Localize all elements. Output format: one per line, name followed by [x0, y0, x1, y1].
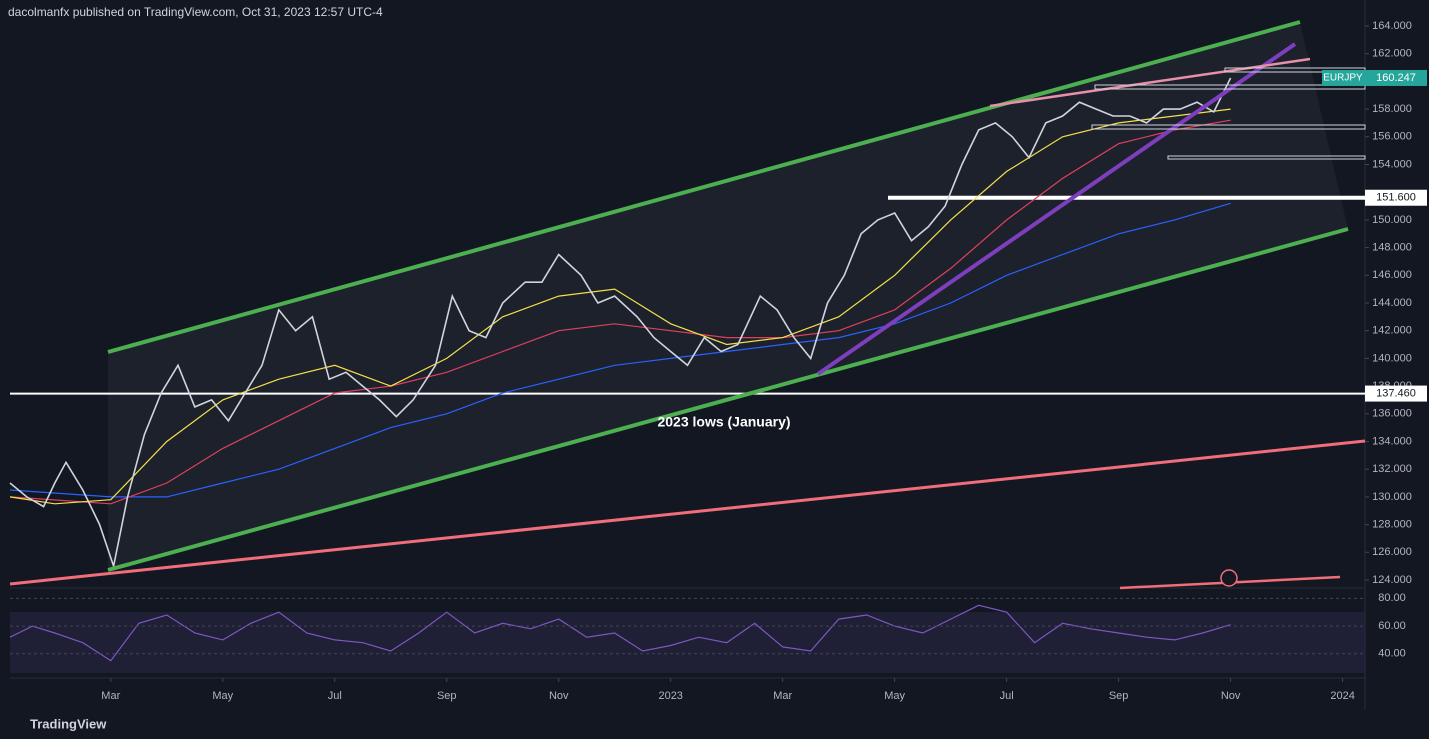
rsi-band: [10, 612, 1365, 673]
x-tick-label: Mar: [773, 690, 792, 702]
symbol-label: EURJPY: [1323, 73, 1363, 84]
rsi-tick-label: 80.00: [1378, 592, 1406, 604]
rsi-tick-label: 60.00: [1378, 620, 1406, 632]
level-label: 151.600: [1376, 192, 1416, 204]
alert-icon[interactable]: [1220, 569, 1238, 587]
footer: TradingView: [30, 716, 107, 731]
header: dacolmanfx published on TradingView.com,…: [8, 5, 383, 19]
y-tick-label: 156.000: [1372, 131, 1412, 143]
y-tick-label: 164.000: [1372, 20, 1412, 32]
plot: [9, 77, 1365, 662]
moving-average: [9, 202, 1231, 498]
y-tick-label: 142.000: [1372, 325, 1412, 337]
range-box: [1091, 124, 1366, 130]
x-tick-label: Nov: [549, 690, 569, 702]
channel-fill: [108, 22, 1348, 570]
x-tick-label: Jul: [1000, 690, 1014, 702]
y-tick-label: 162.000: [1372, 48, 1412, 60]
channel-top: [107, 20, 1301, 354]
y-tick-label: 136.000: [1372, 408, 1412, 420]
x-tick-label: May: [884, 690, 905, 702]
y-tick-label: 158.000: [1372, 103, 1412, 115]
moving-average: [9, 119, 1231, 505]
trendline: [9, 439, 1366, 586]
price-line: [9, 77, 1232, 570]
y-tick-label: 128.000: [1372, 519, 1412, 531]
y-tick-label: 130.000: [1372, 491, 1412, 503]
level-tag: [1365, 385, 1427, 402]
x-tick-label: Nov: [1221, 690, 1241, 702]
y-tick-label: 124.000: [1372, 574, 1412, 586]
y-tick-label: 140.000: [1372, 352, 1412, 364]
x-tick-label: 2023: [658, 690, 682, 702]
y-tick-label: 146.000: [1372, 269, 1412, 281]
y-tick-label: 148.000: [1372, 242, 1412, 254]
x-tick-label: 2024: [1330, 690, 1354, 702]
range-box: [1167, 155, 1366, 160]
annotation: 2023 lows (January): [657, 414, 790, 430]
y-tick-label: 134.000: [1372, 435, 1412, 447]
channel-bottom: [107, 227, 1349, 572]
trendlines: [9, 20, 1366, 590]
x-tick-label: Mar: [101, 690, 120, 702]
rsi-line: [9, 604, 1231, 662]
range-box: [1094, 84, 1366, 90]
x-tick-label: Sep: [437, 690, 457, 702]
price-label: 160.247: [1376, 72, 1416, 84]
x-tick-label: Jul: [328, 690, 342, 702]
rsi-tick-label: 40.00: [1378, 648, 1406, 660]
x-tick-label: May: [212, 690, 233, 702]
level-label: 137.460: [1376, 387, 1416, 399]
y-tick-label: 132.000: [1372, 463, 1412, 475]
y-tick-label: 154.000: [1372, 158, 1412, 170]
price-tag: [1365, 69, 1427, 86]
y-tick-label: 144.000: [1372, 297, 1412, 309]
y-tick-label: 150.000: [1372, 214, 1412, 226]
moving-average: [9, 108, 1231, 505]
y-tick-label: 126.000: [1372, 546, 1412, 558]
trendline: [989, 57, 1311, 108]
trendline: [816, 42, 1297, 376]
x-tick-label: Sep: [1109, 690, 1129, 702]
symbol-tag: [1322, 69, 1365, 86]
level-tag: [1365, 189, 1427, 206]
